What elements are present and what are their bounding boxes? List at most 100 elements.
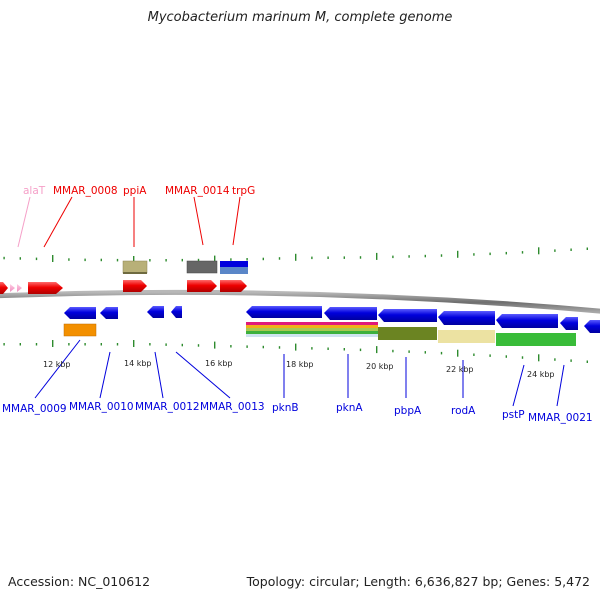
gene-label-MMAR_0009[interactable]: MMAR_0009: [2, 403, 67, 415]
gene-label-pknA[interactable]: pknA: [336, 402, 363, 414]
domain-bar-rodA: [438, 330, 495, 343]
tick-mark-upper: [197, 258, 200, 262]
tick-mark-upper: [262, 257, 264, 261]
tick-mark-lower: [457, 349, 459, 357]
tick-mark-lower: [570, 359, 572, 362]
domain-stripe-4: [246, 331, 378, 334]
tick-mark-lower: [133, 340, 135, 347]
tick-mark-upper: [19, 257, 21, 260]
tick-mark-lower: [100, 343, 102, 346]
scale-label-16kbp: 16 kbp: [205, 359, 233, 368]
tick-mark-lower: [359, 348, 362, 352]
domain-bar-trpG-bottom: [220, 267, 248, 274]
leader-MMAR_0008: [43, 196, 73, 248]
tick-mark-upper: [521, 251, 524, 254]
tick-mark-upper: [278, 257, 281, 260]
scale-label-14kbp: 14 kbp: [124, 359, 152, 368]
tick-mark-lower: [3, 343, 5, 346]
tick-mark-lower: [327, 347, 329, 350]
tick-mark-lower: [181, 343, 183, 347]
gene-arrow-pstP[interactable]: [496, 314, 558, 328]
scale-label-22kbp: 22 kbp: [446, 365, 474, 374]
tick-mark-upper: [359, 256, 362, 259]
tick-mark-upper: [3, 256, 5, 260]
tick-mark-upper: [408, 255, 410, 258]
tick-mark-lower: [311, 347, 313, 350]
gene-label-pknB[interactable]: pknB: [272, 402, 299, 414]
gene-label-MMAR_0008[interactable]: MMAR_0008: [53, 185, 118, 197]
tick-mark-upper: [100, 258, 102, 262]
gene-label-pbpA[interactable]: pbpA: [394, 405, 422, 417]
gene-label-MMAR_0012[interactable]: MMAR_0012: [135, 401, 200, 413]
gene-arrow-MMAR_0012[interactable]: [147, 306, 164, 318]
tick-mark-lower: [84, 343, 86, 346]
leader-pstP: [512, 364, 525, 407]
tick-mark-lower: [230, 345, 232, 348]
tick-mark-upper: [246, 258, 248, 261]
tick-mark-lower: [521, 356, 524, 359]
gene-arrow-MMAR_0013[interactable]: [171, 306, 182, 318]
tick-mark-lower: [408, 350, 410, 353]
tick-mark-lower: [19, 343, 21, 346]
tick-mark-upper: [424, 254, 426, 258]
gene-arrow-alaT-1[interactable]: [10, 284, 15, 292]
gene-label-rodA[interactable]: rodA: [451, 405, 476, 417]
tick-mark-lower: [489, 354, 491, 357]
genome-summary-text: Topology: circular; Length: 6,636,827 bp…: [246, 574, 590, 589]
tick-mark-lower: [214, 341, 216, 349]
gene-arrow-pbpA[interactable]: [378, 309, 437, 322]
gene-arrow-MMAR_0010[interactable]: [100, 307, 118, 319]
tick-mark-upper: [68, 258, 70, 261]
gene-arrow-MMAR_0009[interactable]: [64, 307, 96, 319]
gene-arrow-left-edge[interactable]: [0, 282, 8, 294]
gene-arrow-right-edge[interactable]: [584, 320, 600, 333]
domain-bar-MMAR_0009: [63, 323, 97, 337]
gene-arrow-pknA[interactable]: [324, 307, 377, 320]
gene-arrow-alaT-2[interactable]: [17, 284, 22, 292]
domain-stripe-3: [246, 328, 378, 331]
tick-mark-upper: [489, 252, 491, 256]
gene-label-pstP[interactable]: pstP: [502, 409, 525, 421]
gene-label-MMAR_0010[interactable]: MMAR_0010: [69, 401, 134, 413]
gene-label-trpG[interactable]: trpG: [232, 185, 255, 197]
tick-mark-upper: [84, 258, 86, 262]
domain-bars-lower: [63, 322, 576, 346]
gene-label-ppiA[interactable]: ppiA: [123, 185, 147, 197]
gene-label-alaT[interactable]: alaT: [23, 185, 46, 197]
gene-arrow-MMAR_0014[interactable]: [187, 280, 217, 292]
leader-alaT: [17, 196, 31, 248]
gene-arrow-MMAR_0008[interactable]: [28, 282, 63, 294]
tick-mark-lower: [554, 358, 556, 361]
reverse-strand-genes: [64, 306, 600, 333]
domain-stripe-2: [246, 325, 378, 328]
domain-stripe-1: [246, 322, 378, 325]
gene-label-MMAR_0021[interactable]: MMAR_0021: [528, 412, 593, 424]
tick-mark-lower: [116, 343, 119, 346]
lower-gene-labels: MMAR_0009 MMAR_0010 MMAR_0012 MMAR_0013 …: [2, 401, 593, 424]
leader-trpG: [232, 196, 241, 246]
tick-mark-upper: [149, 259, 151, 262]
tick-mark-upper: [35, 257, 38, 261]
tick-mark-lower: [376, 346, 378, 354]
gene-arrow-pknB[interactable]: [246, 306, 322, 318]
tick-mark-upper: [311, 256, 313, 260]
gene-arrow-MMAR_0021[interactable]: [560, 317, 578, 330]
tick-mark-upper: [554, 249, 556, 252]
gene-label-MMAR_0013[interactable]: MMAR_0013: [200, 401, 265, 413]
tick-mark-upper: [376, 252, 378, 260]
tick-mark-lower: [165, 343, 167, 346]
tick-mark-upper: [52, 255, 54, 262]
gene-arrow-trpG[interactable]: [220, 280, 247, 292]
domain-bar-ppiA: [122, 260, 148, 274]
tick-mark-lower: [473, 353, 475, 356]
tick-mark-lower: [440, 351, 443, 355]
gene-arrow-ppiA[interactable]: [123, 280, 147, 292]
domain-bar-pbpA: [378, 327, 437, 340]
scale-label-24kbp: 24 kbp: [527, 370, 555, 379]
tick-mark-lower: [343, 348, 345, 351]
tick-mark-lower: [52, 340, 54, 347]
gene-arrow-rodA[interactable]: [438, 311, 495, 325]
gene-label-MMAR_0014[interactable]: MMAR_0014: [165, 185, 230, 197]
tick-mark-upper: [214, 255, 216, 263]
